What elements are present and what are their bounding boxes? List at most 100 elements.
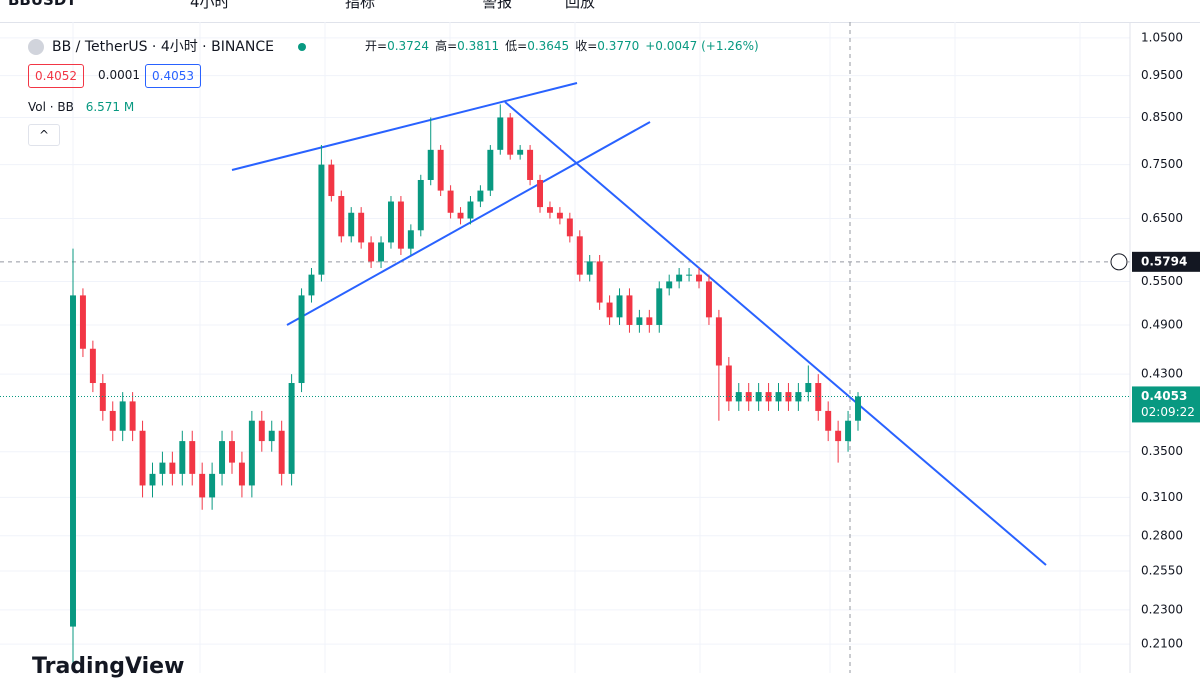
candle-body: [338, 196, 345, 237]
candle-body: [556, 212, 563, 219]
candle-body: [149, 473, 156, 486]
candle-body: [725, 365, 732, 402]
candle-body: [517, 149, 524, 155]
replay[interactable]: 回放: [565, 0, 596, 11]
candle-body: [79, 295, 86, 349]
symbol-icon: [28, 39, 44, 55]
trend-line[interactable]: [286, 121, 651, 326]
y-tick-label: 0.2800: [1141, 528, 1183, 542]
toolbar-border: [0, 22, 1200, 23]
candle-body: [676, 274, 683, 282]
candle-body: [397, 201, 404, 249]
y-tick-label: 0.6500: [1141, 211, 1183, 225]
candle-body: [348, 212, 355, 237]
candle-body: [457, 212, 464, 219]
candle-body: [815, 383, 822, 411]
candle-body: [258, 420, 265, 442]
candle-body: [407, 230, 414, 249]
candle-body: [805, 383, 812, 393]
countdown: 02:09:22: [1141, 405, 1195, 419]
y-tick-label: 0.2550: [1141, 563, 1183, 577]
market-status: [298, 43, 307, 51]
candle-body: [477, 190, 484, 202]
y-tick-label: 0.2300: [1141, 602, 1183, 616]
y-tick-label: 0.2100: [1141, 637, 1183, 651]
candle-body: [288, 383, 295, 474]
spread: 0.0001: [98, 68, 140, 82]
collapse-button[interactable]: ^: [28, 124, 60, 146]
candle-body: [179, 441, 186, 474]
ohlc-label: 收=: [575, 39, 598, 53]
candle-body: [825, 410, 832, 431]
candle-body: [566, 218, 573, 237]
crosshair-plus: [1110, 253, 1128, 271]
trend-line[interactable]: [504, 101, 1047, 566]
candle-body: [785, 392, 792, 402]
y-tick-label: 0.9500: [1141, 68, 1183, 82]
symbol[interactable]: BBUSDT: [8, 0, 77, 9]
y-tick-label: 0.8500: [1141, 110, 1183, 124]
candle-body: [248, 420, 255, 486]
ohlc-value: 0.3724: [387, 39, 430, 53]
candle-body: [358, 212, 365, 243]
candle-body: [129, 401, 136, 431]
ohlc-label: 高=: [435, 39, 458, 53]
candle-body: [169, 462, 176, 474]
candle-body: [427, 149, 434, 180]
candle-body: [646, 317, 653, 325]
candle-body: [298, 295, 305, 384]
candle-body: [437, 149, 444, 191]
y-tick-label: 0.7500: [1141, 157, 1183, 171]
candle-body: [328, 164, 335, 197]
candle-body: [318, 164, 325, 275]
candle-body: [219, 441, 226, 474]
candle-body: [189, 441, 196, 474]
volume-label: Vol · BB: [28, 100, 74, 114]
candle-body: [686, 274, 693, 276]
candle-body: [209, 473, 216, 498]
indicators[interactable]: 指标: [345, 0, 376, 11]
ohlc-value: 0.3645: [527, 39, 570, 53]
sell-price[interactable]: 0.4052: [28, 64, 84, 88]
candle-body: [586, 261, 593, 275]
crosshair-label: 0.5794: [1141, 254, 1187, 268]
logo: TradingView: [32, 654, 185, 679]
candle-body: [99, 383, 106, 411]
candle-body: [89, 348, 96, 384]
candle-body: [467, 201, 474, 219]
candle-body: [636, 317, 643, 325]
candle-body: [745, 392, 752, 402]
candle-body: [70, 295, 76, 627]
alerts[interactable]: 警报: [482, 0, 513, 11]
last-price-label: 0.4053: [1141, 389, 1187, 403]
trend-line[interactable]: [231, 82, 578, 171]
volume-legend: Vol · BB 6.571 M: [28, 100, 134, 114]
candle-body: [378, 242, 385, 262]
ohlc-legend: 开=0.3724 高=0.3811 低=0.3645 收=0.3770 +0.0047 …: [365, 37, 765, 54]
ohlc-label: 开=: [365, 39, 388, 53]
candle-body: [855, 396, 861, 421]
candle-body: [507, 117, 514, 155]
candle-body: [705, 281, 712, 318]
ohlc-label: 低=: [505, 39, 528, 53]
y-tick-label: 0.5500: [1141, 274, 1183, 288]
y-tick-label: 0.4900: [1141, 317, 1183, 331]
candle-body: [229, 441, 235, 463]
candle-body: [546, 207, 553, 213]
candle-body: [447, 190, 454, 213]
interval[interactable]: 4小时: [190, 0, 230, 11]
candle-body: [845, 420, 852, 442]
change: +0.0047 (+1.26%): [645, 39, 759, 53]
candle-body: [268, 430, 275, 442]
candle-body: [656, 288, 663, 325]
buy-price[interactable]: 0.4053: [145, 64, 201, 88]
candle-body: [417, 179, 424, 231]
candle-body: [497, 117, 504, 150]
candle-body: [755, 392, 762, 402]
candle-body: [527, 149, 534, 180]
candle-body: [696, 274, 702, 282]
candle-body: [666, 281, 673, 289]
y-tick-label: 0.3500: [1141, 444, 1183, 458]
